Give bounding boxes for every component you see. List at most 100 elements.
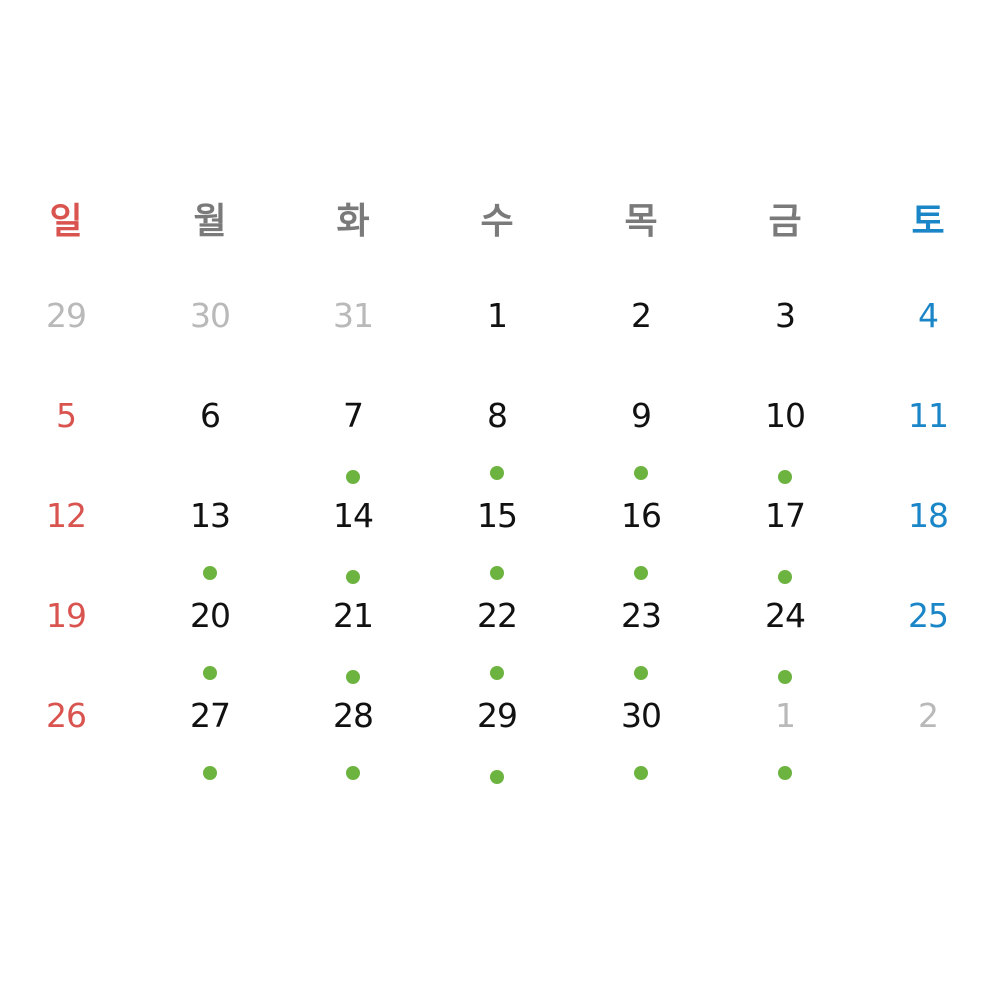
day-number: 6 xyxy=(200,396,221,435)
weekday-friday: 금 xyxy=(768,201,802,242)
calendar-day-cell[interactable]: 25 xyxy=(868,580,988,680)
event-dot-icon xyxy=(346,470,360,484)
calendar-day-cell[interactable]: 5 xyxy=(6,380,126,480)
calendar-week-row: 5 6 7 8 9 10 11 xyxy=(0,380,1000,484)
day-number: 20 xyxy=(190,596,231,635)
calendar-week-row: 12 13 14 15 16 17 18 xyxy=(0,480,1000,584)
calendar-day-cell[interactable]: 13 xyxy=(150,480,270,580)
calendar-day-cell[interactable]: 30 xyxy=(581,680,701,780)
calendar-day-cell[interactable]: 19 xyxy=(6,580,126,680)
calendar-day-cell[interactable]: 26 xyxy=(6,680,126,780)
day-number: 11 xyxy=(908,396,949,435)
day-number: 13 xyxy=(190,496,231,535)
day-number: 22 xyxy=(477,596,518,635)
calendar-day-cell[interactable]: 21 xyxy=(293,580,413,684)
day-number: 10 xyxy=(765,396,806,435)
calendar-day-cell[interactable]: 28 xyxy=(293,680,413,780)
calendar-day-cell[interactable]: 16 xyxy=(581,480,701,580)
event-dot-icon xyxy=(346,570,360,584)
calendar-day-cell[interactable]: 20 xyxy=(150,580,270,680)
event-dot-icon xyxy=(346,670,360,684)
day-number: 8 xyxy=(487,396,508,435)
event-dot-icon xyxy=(490,466,504,480)
weekday-wednesday: 수 xyxy=(480,201,514,242)
calendar-day-cell[interactable]: 1 xyxy=(437,280,557,380)
day-number: 4 xyxy=(918,296,939,335)
calendar-day-cell[interactable]: 2 xyxy=(868,680,988,780)
event-dot-icon xyxy=(634,566,648,580)
day-number: 18 xyxy=(908,496,949,535)
event-dot-icon xyxy=(778,766,792,780)
day-number: 15 xyxy=(477,496,518,535)
day-number: 2 xyxy=(631,296,652,335)
day-number: 30 xyxy=(190,296,231,335)
weekday-thursday: 목 xyxy=(624,201,658,242)
event-dot-icon xyxy=(778,470,792,484)
calendar-day-cell[interactable]: 12 xyxy=(6,480,126,580)
day-number: 5 xyxy=(56,396,77,435)
calendar-week-row: 29 30 31 1 2 3 4 xyxy=(0,280,1000,380)
calendar-day-cell[interactable]: 8 xyxy=(437,380,557,480)
event-dot-icon xyxy=(490,566,504,580)
day-number: 17 xyxy=(765,496,806,535)
day-number: 23 xyxy=(621,596,662,635)
calendar-day-cell[interactable]: 9 xyxy=(581,380,701,480)
calendar-day-cell[interactable]: 17 xyxy=(725,480,845,584)
weekday-monday: 월 xyxy=(193,201,227,242)
day-number: 21 xyxy=(333,596,374,635)
calendar-day-cell[interactable]: 31 xyxy=(293,280,413,380)
calendar-day-cell[interactable]: 4 xyxy=(868,280,988,380)
event-dot-icon xyxy=(634,466,648,480)
event-dot-icon xyxy=(634,766,648,780)
calendar-day-cell[interactable]: 14 xyxy=(293,480,413,584)
calendar-day-cell[interactable]: 18 xyxy=(868,480,988,580)
day-number: 1 xyxy=(775,696,796,735)
calendar-day-cell[interactable]: 6 xyxy=(150,380,270,480)
weekday-tuesday: 화 xyxy=(336,201,370,242)
day-number: 2 xyxy=(918,696,939,735)
day-number: 16 xyxy=(621,496,662,535)
event-dot-icon xyxy=(778,570,792,584)
day-number: 30 xyxy=(621,696,662,735)
day-number: 31 xyxy=(333,296,374,335)
calendar-week-row: 26 27 28 29 30 1 2 xyxy=(0,680,1000,784)
calendar-day-cell[interactable]: 23 xyxy=(581,580,701,680)
day-number: 3 xyxy=(775,296,796,335)
event-dot-icon xyxy=(778,670,792,684)
event-dot-icon xyxy=(346,766,360,780)
calendar-day-cell[interactable]: 15 xyxy=(437,480,557,580)
calendar-day-cell[interactable]: 3 xyxy=(725,280,845,380)
weekday-header: 일 월 화 수 목 금 토 xyxy=(0,190,1000,254)
event-dot-icon xyxy=(490,666,504,680)
calendar-day-cell[interactable]: 22 xyxy=(437,580,557,680)
calendar-day-cell[interactable]: 1 xyxy=(725,680,845,780)
day-number: 25 xyxy=(908,596,949,635)
event-dot-icon xyxy=(490,770,504,784)
calendar-day-cell[interactable]: 2 xyxy=(581,280,701,380)
calendar-day-cell[interactable]: 10 xyxy=(725,380,845,484)
event-dot-icon xyxy=(203,666,217,680)
day-number: 26 xyxy=(46,696,87,735)
day-number: 29 xyxy=(477,696,518,735)
calendar-day-cell[interactable]: 24 xyxy=(725,580,845,684)
day-number: 9 xyxy=(631,396,652,435)
calendar-day-cell[interactable]: 30 xyxy=(150,280,270,380)
calendar-grid: 29 30 31 1 2 3 4 5 6 7 8 9 10 11 12 13 14 15 16 17 18 19 20 21 2… xyxy=(0,280,1000,784)
event-dot-icon xyxy=(634,666,648,680)
calendar-day-cell[interactable]: 29 xyxy=(6,280,126,380)
event-dot-icon xyxy=(203,566,217,580)
calendar-day-cell[interactable]: 7 xyxy=(293,380,413,484)
calendar-day-cell[interactable]: 11 xyxy=(868,380,988,480)
calendar-day-cell[interactable]: 27 xyxy=(150,680,270,780)
calendar-day-cell[interactable]: 29 xyxy=(437,680,557,784)
calendar-week-row: 19 20 21 22 23 24 25 xyxy=(0,580,1000,684)
day-number: 1 xyxy=(487,296,508,335)
day-number: 24 xyxy=(765,596,806,635)
day-number: 14 xyxy=(333,496,374,535)
day-number: 12 xyxy=(46,496,87,535)
day-number: 28 xyxy=(333,696,374,735)
weekday-saturday: 토 xyxy=(911,201,945,242)
weekday-sunday: 일 xyxy=(49,201,83,242)
day-number: 7 xyxy=(343,396,364,435)
